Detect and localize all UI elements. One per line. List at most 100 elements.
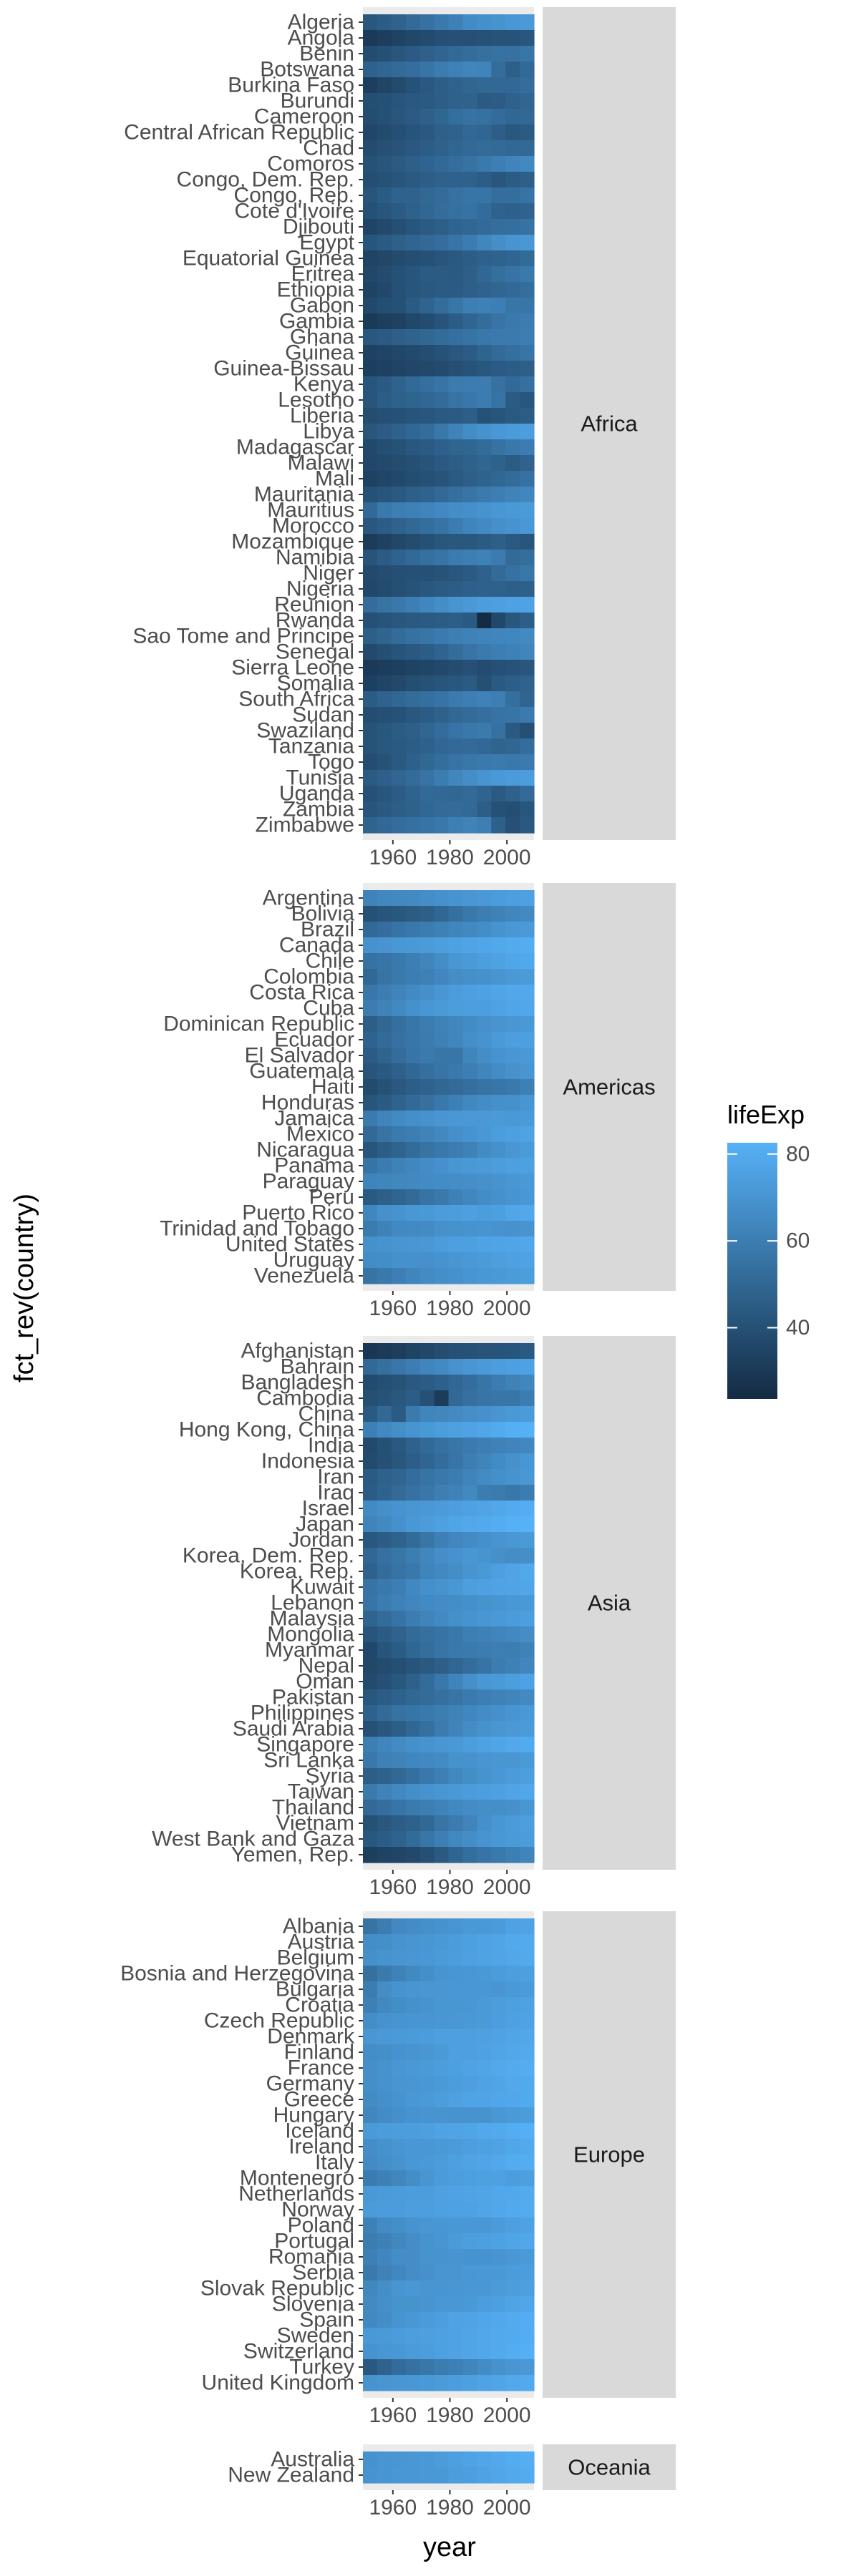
heat-cell	[520, 1768, 535, 1785]
y-tick-label: Romania	[268, 2245, 354, 2269]
heat-cell	[477, 707, 492, 723]
heat-cell	[520, 613, 535, 629]
heat-cell	[391, 1343, 407, 1360]
y-tick-label: Slovak Republic	[200, 2277, 354, 2301]
heat-cell	[520, 985, 535, 1001]
heat-cell	[462, 2139, 477, 2155]
colorbar-tick-label: 60	[786, 1229, 810, 1253]
heat-cell	[434, 156, 450, 172]
heat-cell	[434, 1453, 450, 1470]
heat-cell	[505, 1390, 520, 1407]
heat-cell	[448, 1563, 464, 1580]
heat-cell	[377, 2060, 392, 2077]
heat-cell	[477, 660, 492, 676]
heat-cell	[363, 1063, 378, 1080]
heat-cell	[505, 1784, 520, 1800]
heat-cell	[477, 471, 492, 487]
heat-cell	[448, 1485, 464, 1501]
heat-cell	[520, 1142, 535, 1158]
y-tick-label: Puerto Rico	[242, 1201, 354, 1225]
heat-cell	[477, 1000, 492, 1017]
heat-cell	[363, 1815, 378, 1832]
heat-cell	[377, 487, 392, 503]
heat-cell	[448, 77, 464, 94]
heat-cell	[391, 172, 407, 188]
heat-cell	[491, 2375, 506, 2391]
heat-cell	[448, 219, 464, 235]
heat-cell	[448, 1642, 464, 1659]
x-tick-label: 2000	[483, 1297, 531, 1320]
heat-cell	[391, 2202, 407, 2218]
heat-cell	[520, 1174, 535, 1190]
heat-cell	[477, 534, 492, 550]
heat-cell	[448, 1737, 464, 1753]
heat-cell	[363, 250, 378, 267]
heat-cell	[391, 1981, 407, 1998]
heat-cell	[491, 628, 506, 645]
heat-cell	[405, 1611, 421, 1627]
heat-cell	[391, 376, 407, 393]
heat-cell	[377, 1469, 392, 1485]
heat-cell	[363, 1438, 378, 1454]
heat-cell	[491, 2343, 506, 2360]
heat-cell	[505, 890, 520, 907]
heat-cell	[462, 1126, 477, 1143]
heat-cell	[448, 1189, 464, 1206]
heat-cell	[520, 691, 535, 708]
heat-cell	[405, 455, 421, 472]
heat-cell	[434, 723, 450, 739]
heat-cell	[505, 969, 520, 985]
heat-cell	[405, 1595, 421, 1611]
heat-cell	[419, 518, 435, 535]
y-tick-label: Gabon	[290, 294, 354, 318]
heat-cell	[491, 408, 506, 424]
heat-cell	[419, 2359, 435, 2376]
y-tick-label: Cambodia	[256, 1387, 354, 1410]
heat-cell	[520, 1406, 535, 1423]
heat-cell	[391, 2265, 407, 2281]
heat-cell	[520, 1359, 535, 1375]
heat-cell	[491, 2249, 506, 2265]
heat-cell	[391, 534, 407, 550]
heat-cell	[363, 1918, 378, 1935]
y-tick-label: Dominican Republic	[163, 1013, 354, 1036]
heat-cell	[520, 2123, 535, 2140]
heat-cell	[477, 1847, 492, 1863]
heat-cell	[377, 1689, 392, 1706]
facet-strip	[543, 7, 676, 840]
y-tick-label: Germany	[266, 2072, 354, 2096]
y-tick-label: Botswana	[260, 58, 354, 82]
heat-cell	[505, 1563, 520, 1580]
heat-cell	[477, 2139, 492, 2155]
heat-cell	[377, 2218, 392, 2234]
heat-cell	[491, 93, 506, 109]
heat-cell	[491, 313, 506, 330]
heat-cell	[419, 1563, 435, 1580]
y-tick-label: Jamaica	[274, 1107, 354, 1131]
heat-cell	[363, 1000, 378, 1017]
heat-cell	[434, 817, 450, 834]
heat-cell	[448, 534, 464, 550]
heat-cell	[391, 2060, 407, 2077]
heat-cell	[405, 953, 421, 970]
heat-cell	[462, 62, 477, 78]
heat-cell	[405, 1221, 421, 1237]
heat-cell	[505, 2076, 520, 2092]
heat-cell	[491, 329, 506, 346]
heat-cell	[405, 1516, 421, 1533]
heat-cell	[462, 1658, 477, 1674]
heat-cell	[505, 313, 520, 330]
heat-cell	[391, 1784, 407, 1800]
heat-cell	[363, 1095, 378, 1111]
heat-cell	[434, 2044, 450, 2061]
heat-cell	[363, 1689, 378, 1706]
heat-cell	[391, 581, 407, 597]
heat-cell	[377, 203, 392, 220]
heat-cell	[363, 1343, 378, 1360]
heat-cell	[448, 1000, 464, 1017]
heat-cell	[520, 1268, 535, 1284]
heat-cell	[520, 2092, 535, 2108]
heat-cell	[391, 953, 407, 970]
